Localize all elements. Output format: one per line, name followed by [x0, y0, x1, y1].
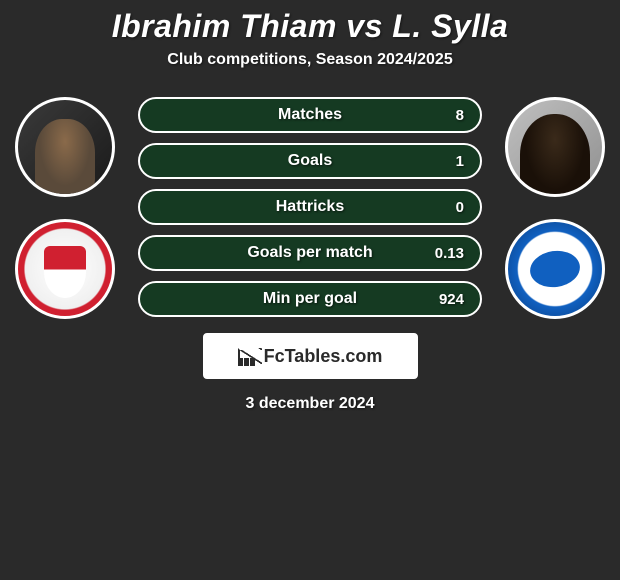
stat-bar-goals: Goals 1 — [138, 143, 482, 179]
left-column — [10, 97, 120, 319]
stat-value: 0.13 — [435, 245, 464, 262]
subtitle: Club competitions, Season 2024/2025 — [0, 51, 620, 69]
player-avatar-left — [15, 97, 115, 197]
stat-bar-gpm: Goals per match 0.13 — [138, 235, 482, 271]
club-badge-left — [15, 219, 115, 319]
stat-label: Goals — [288, 152, 332, 170]
stat-label: Min per goal — [263, 290, 357, 308]
stat-bar-hattricks: Hattricks 0 — [138, 189, 482, 225]
club-badge-right — [505, 219, 605, 319]
brand-text: FcTables.com — [264, 346, 383, 367]
stat-value: 1 — [456, 153, 464, 170]
stat-label: Matches — [278, 106, 342, 124]
page-title: Ibrahim Thiam vs L. Sylla — [0, 8, 620, 45]
brand-badge[interactable]: FcTables.com — [203, 333, 418, 379]
stat-label: Hattricks — [276, 198, 344, 216]
stats-bars: Matches 8 Goals 1 Hattricks 0 Goals per … — [138, 97, 482, 317]
stat-label: Goals per match — [247, 244, 372, 262]
stat-bar-matches: Matches 8 — [138, 97, 482, 133]
stat-value: 924 — [439, 291, 464, 308]
comparison-card: Ibrahim Thiam vs L. Sylla Club competiti… — [0, 0, 620, 413]
main-row: Matches 8 Goals 1 Hattricks 0 Goals per … — [0, 97, 620, 319]
date-label: 3 december 2024 — [0, 395, 620, 413]
stat-value: 0 — [456, 199, 464, 216]
right-column — [500, 97, 610, 319]
chart-icon — [238, 346, 260, 366]
player-avatar-right — [505, 97, 605, 197]
stat-value: 8 — [456, 107, 464, 124]
stat-bar-mpg: Min per goal 924 — [138, 281, 482, 317]
